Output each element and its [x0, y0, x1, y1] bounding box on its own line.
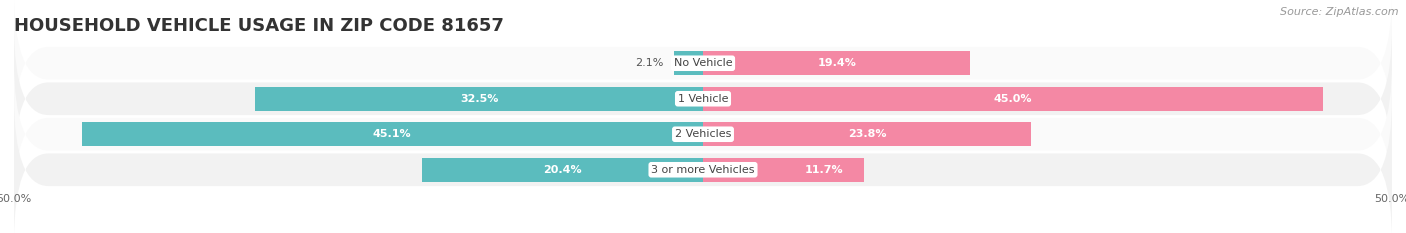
Text: 45.1%: 45.1% [373, 129, 412, 139]
Text: HOUSEHOLD VEHICLE USAGE IN ZIP CODE 81657: HOUSEHOLD VEHICLE USAGE IN ZIP CODE 8165… [14, 17, 503, 35]
Text: 3 or more Vehicles: 3 or more Vehicles [651, 165, 755, 175]
Text: 45.0%: 45.0% [994, 94, 1032, 104]
FancyBboxPatch shape [14, 26, 1392, 171]
Bar [673, 51, 703, 75]
Text: 19.4%: 19.4% [817, 58, 856, 68]
FancyBboxPatch shape [14, 97, 1392, 233]
Text: 23.8%: 23.8% [848, 129, 886, 139]
Bar [703, 122, 1031, 146]
Bar [703, 158, 865, 182]
Text: Source: ZipAtlas.com: Source: ZipAtlas.com [1281, 7, 1399, 17]
Bar [703, 87, 1323, 111]
Bar [254, 87, 703, 111]
Text: 2 Vehicles: 2 Vehicles [675, 129, 731, 139]
Text: 2.1%: 2.1% [634, 58, 664, 68]
Text: 1 Vehicle: 1 Vehicle [678, 94, 728, 104]
Text: No Vehicle: No Vehicle [673, 58, 733, 68]
Text: 32.5%: 32.5% [460, 94, 498, 104]
Text: 20.4%: 20.4% [543, 165, 582, 175]
Bar [82, 122, 703, 146]
FancyBboxPatch shape [14, 62, 1392, 207]
Text: 11.7%: 11.7% [804, 165, 844, 175]
Bar [422, 158, 703, 182]
Bar [703, 51, 970, 75]
FancyBboxPatch shape [14, 0, 1392, 136]
